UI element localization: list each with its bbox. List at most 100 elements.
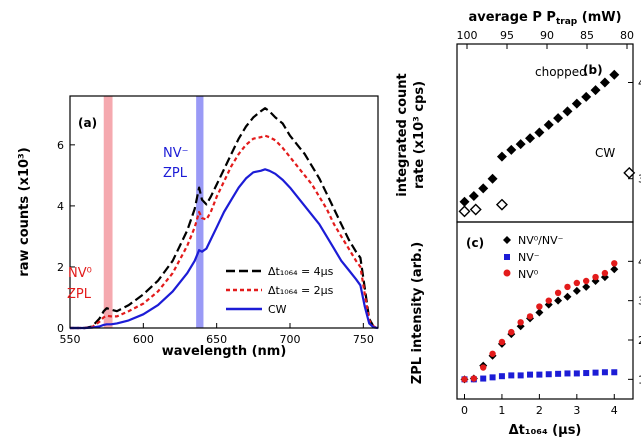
c-point-nvm [508, 372, 515, 379]
panel-c-ylabel: ZPL intensity (arb.) [410, 242, 425, 384]
legend-label-ratio: NV⁰/NV⁻ [518, 234, 564, 247]
legend-marker-nvm [504, 254, 510, 260]
c-point-nv0 [489, 350, 496, 357]
c-xtick-label: 1 [498, 404, 505, 417]
b-point-chopped [534, 127, 545, 138]
b-point-chopped [553, 113, 564, 124]
a-ytick-label: 0 [57, 322, 64, 335]
b-top-tick-label: 90 [540, 29, 554, 42]
b-point-chopped [590, 85, 601, 96]
c-xtick-label: 3 [573, 404, 580, 417]
b-point-chopped [599, 77, 610, 88]
panel-a-legend: Δt₁₀₆₄ = 4μs Δt₁₀₆₄ = 2μs CW [226, 265, 334, 316]
a-ytick-label: 6 [57, 139, 64, 152]
spectrum-line-1 [70, 134, 379, 330]
c-point-nv0 [564, 283, 571, 291]
c-point-nvm [583, 370, 590, 377]
c-point-nvm [555, 370, 562, 377]
c-point-ratio [535, 308, 544, 317]
c-xtick-label: 4 [611, 404, 618, 417]
c-point-nv0 [517, 319, 524, 326]
panel-b-label: (b) [583, 63, 603, 77]
legend-label-nv0: NV⁰ [518, 268, 539, 281]
legend-marker-nv0 [503, 269, 511, 277]
c-point-nvm [489, 374, 496, 381]
c-point-nv0 [536, 303, 543, 310]
b-point-cw [495, 198, 508, 211]
b-point-chopped [459, 196, 470, 207]
c-point-ratio [582, 282, 591, 291]
c-point-ratio [572, 286, 581, 295]
c-point-nv0 [526, 313, 534, 320]
c-ytick-label: 3 [638, 295, 641, 308]
c-point-nvm [480, 375, 487, 382]
chopped-annotation: chopped [535, 65, 587, 79]
c-ytick-label: 1 [638, 373, 641, 386]
panel-c-legend: NV⁰/NV⁻ NV⁻ NV⁰ [503, 234, 564, 281]
a-xtick-label: 750 [353, 333, 374, 346]
c-point-nv0 [545, 297, 552, 304]
nvm-zpl-label-1: NV⁻ [163, 146, 188, 161]
panel-c-label: (c) [466, 236, 484, 250]
c-xtick-label: 2 [536, 404, 543, 417]
b-ytick-label: 400 [638, 76, 641, 89]
b-point-chopped [515, 139, 526, 150]
c-point-nv0 [582, 277, 590, 285]
a-xtick-label: 550 [60, 333, 81, 346]
b-ytick-label: 300 [638, 173, 641, 186]
b-point-chopped [506, 144, 517, 155]
b-point-chopped [487, 173, 498, 184]
nv0-zpl-label-2: ZPL [67, 287, 92, 302]
a-ytick-label: 4 [57, 200, 64, 213]
c-point-nv0 [461, 376, 468, 383]
panel-c: 0 1 2 3 4 1 2 3 4 (c) NV⁰/NV⁻ NV⁻ NV⁰ Δt₁₀₆₄ (μ… [410, 221, 641, 438]
c-ytick-label: 4 [638, 255, 641, 268]
nvm-zpl-label-2: ZPL [163, 166, 188, 181]
b-point-cw [623, 166, 636, 179]
panel-b-ylabel-1: integrated count [395, 73, 410, 196]
c-point-nv0 [480, 364, 487, 371]
b-top-tick-label: 85 [580, 29, 594, 42]
legend-label-nvm: NV⁻ [518, 251, 540, 264]
b-point-chopped [609, 69, 620, 80]
c-point-nvm [545, 371, 552, 378]
b-top-tick-label: 100 [457, 29, 478, 42]
c-point-ratio [610, 265, 619, 274]
panel-b-top-xlabel: average P Ptrap (mW) [468, 10, 621, 27]
b-top-tick-label: 95 [500, 29, 514, 42]
spectrum-line-0 [70, 107, 379, 330]
panel-a-ylabel: raw counts (x10³) [17, 147, 32, 276]
c-point-nvm [611, 369, 618, 376]
c-point-nv0 [554, 289, 562, 296]
panel-a-xlabel: wavelength (nm) [162, 344, 287, 359]
c-point-nvm [498, 373, 505, 380]
c-point-nvm [527, 371, 534, 378]
c-point-nvm [517, 372, 524, 379]
panel-b-ylabel-2: rate (x10³ cps) [412, 81, 427, 189]
legend-marker-ratio [503, 236, 511, 244]
c-point-nv0 [508, 328, 515, 336]
panel-a-frame [69, 95, 379, 329]
c-point-nv0 [601, 269, 609, 277]
b-point-chopped [496, 151, 507, 162]
c-point-nv0 [470, 375, 478, 382]
zpl-band-0 [103, 96, 113, 328]
a-xtick-label: 700 [280, 333, 301, 346]
a-xtick-label: 600 [133, 333, 154, 346]
panel-a-label: (a) [78, 116, 97, 130]
b-point-chopped [478, 183, 489, 194]
legend-label-2us: Δt₁₀₆₄ = 2μs [268, 284, 334, 297]
c-point-nvm [564, 370, 571, 377]
c-xtick-label: 0 [461, 404, 468, 417]
spectrum-line-2 [70, 168, 379, 330]
c-ytick-label: 2 [638, 334, 641, 347]
c-point-nvm [601, 369, 608, 376]
b-point-chopped [571, 98, 582, 109]
b-top-tick-label: 80 [620, 29, 634, 42]
cw-annotation: CW [595, 146, 615, 160]
panel-a: 550 600 650 700 750 0 2 4 6 (a) NV⁰ ZPL NV⁻ ZPL… [17, 95, 379, 359]
b-point-chopped [562, 106, 573, 117]
legend-label-4us: Δt₁₀₆₄ = 4μs [268, 265, 334, 278]
